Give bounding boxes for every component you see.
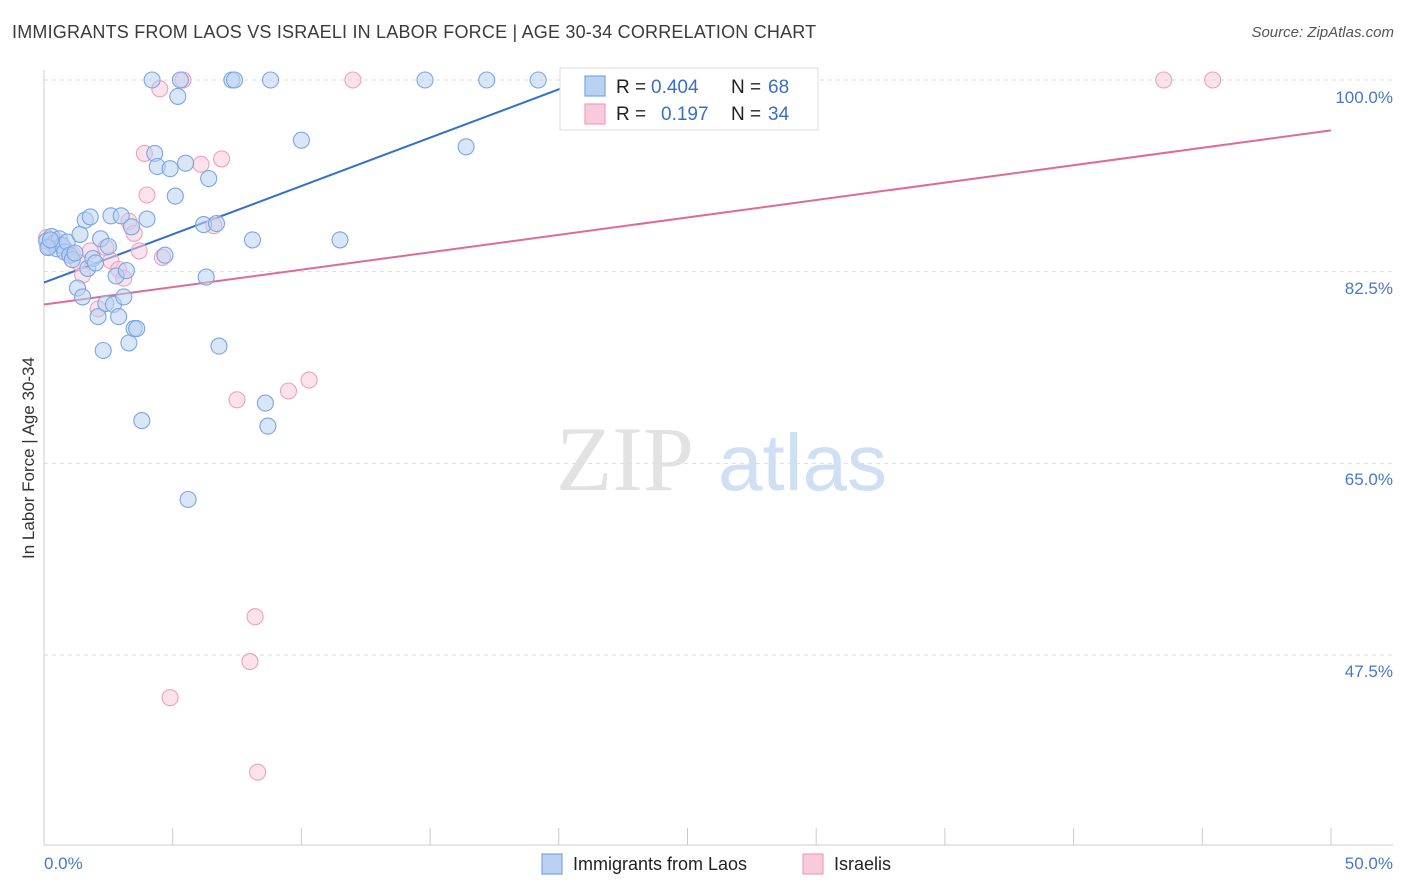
point-laos [331,231,349,249]
point-laos [416,71,434,89]
point-laos [41,231,59,249]
point-laos [243,231,262,249]
point-laos [89,308,107,326]
point-laos [179,490,197,509]
point-israelis [249,763,267,781]
legend-r-label: R = [616,77,646,98]
y-tick-label: 47.5% [1345,662,1393,681]
point-israelis [130,242,148,260]
x-tick-label-max: 50.0% [1345,854,1393,873]
point-laos [259,417,277,435]
x-tick-label-min: 0.0% [44,854,83,873]
point-laos [177,154,195,172]
legend-r-value: 0.404 [651,77,699,98]
point-laos [210,337,228,355]
point-israelis [228,391,246,409]
point-laos [256,394,274,412]
y-axis-title: In Labor Force | Age 30-34 [19,357,38,559]
point-israelis [1204,71,1222,89]
point-laos [122,218,141,236]
correlation-legend: R = 0.404 N = 68 R = 0.197 N = 34 [559,67,819,131]
point-laos [171,71,189,89]
point-laos [197,268,215,286]
point-laos [66,244,84,262]
point-israelis [241,653,259,671]
point-laos [110,308,128,326]
point-laos [86,254,105,272]
point-laos [478,71,496,89]
point-laos [166,187,184,205]
legend-n-value: 68 [768,77,789,98]
point-israelis [246,608,264,626]
bottom-legend-swatch-israelis [802,853,824,875]
point-laos [120,334,138,352]
axes [43,70,1393,846]
legend-swatch-israelis [584,103,606,125]
data-points [38,71,1222,781]
y-tick-label: 100.0% [1335,88,1393,107]
watermark-atlas: atlas [718,418,887,507]
bottom-legend-swatch-laos [541,853,563,875]
y-tick-label: 65.0% [1345,470,1393,489]
watermark-zip: ZIP [556,408,694,510]
point-israelis [138,186,156,204]
source-credit: Source: ZipAtlas.com [1251,24,1394,41]
point-laos [133,412,151,430]
point-israelis [1155,71,1173,89]
point-laos [115,288,133,306]
grid-lines [44,79,1393,656]
legend-n-label: N = [731,104,761,125]
point-laos [81,208,99,226]
point-laos [156,246,174,264]
point-laos [207,214,226,233]
point-laos [99,237,117,256]
legend-swatch-laos [584,75,606,97]
point-laos [261,71,280,89]
point-laos [457,138,475,156]
legend-n-value: 34 [768,104,790,125]
point-laos [112,207,130,225]
point-israelis [161,689,179,707]
point-israelis [344,71,362,89]
legend-r-value: 0.197 [661,104,709,125]
bottom-legend-label-laos: Immigrants from Laos [573,854,747,874]
legend-r-label: R = [616,104,646,125]
series-legend: Immigrants from Laos Israelis [541,853,891,875]
point-laos [200,170,218,188]
point-laos [74,288,92,306]
bottom-legend-label-israelis: Israelis [834,854,891,874]
point-laos [225,71,244,89]
point-israelis [213,150,231,168]
chart-title: IMMIGRANTS FROM LAOS VS ISRAELI IN LABOR… [12,22,817,42]
legend-n-label: N = [731,77,761,98]
trend-line-laos [43,84,570,284]
trend-line-israelis [43,129,1332,306]
point-israelis [279,382,298,400]
point-israelis [192,155,210,173]
point-israelis [300,371,318,389]
point-laos [161,160,179,178]
point-laos [292,131,310,149]
point-laos [117,262,135,280]
point-laos [128,320,146,338]
point-laos [529,71,547,89]
y-tick-label: 82.5% [1345,279,1393,298]
point-laos [169,87,187,105]
point-laos [71,225,89,243]
point-laos [143,71,161,89]
point-laos [138,210,156,228]
point-laos [94,341,112,360]
